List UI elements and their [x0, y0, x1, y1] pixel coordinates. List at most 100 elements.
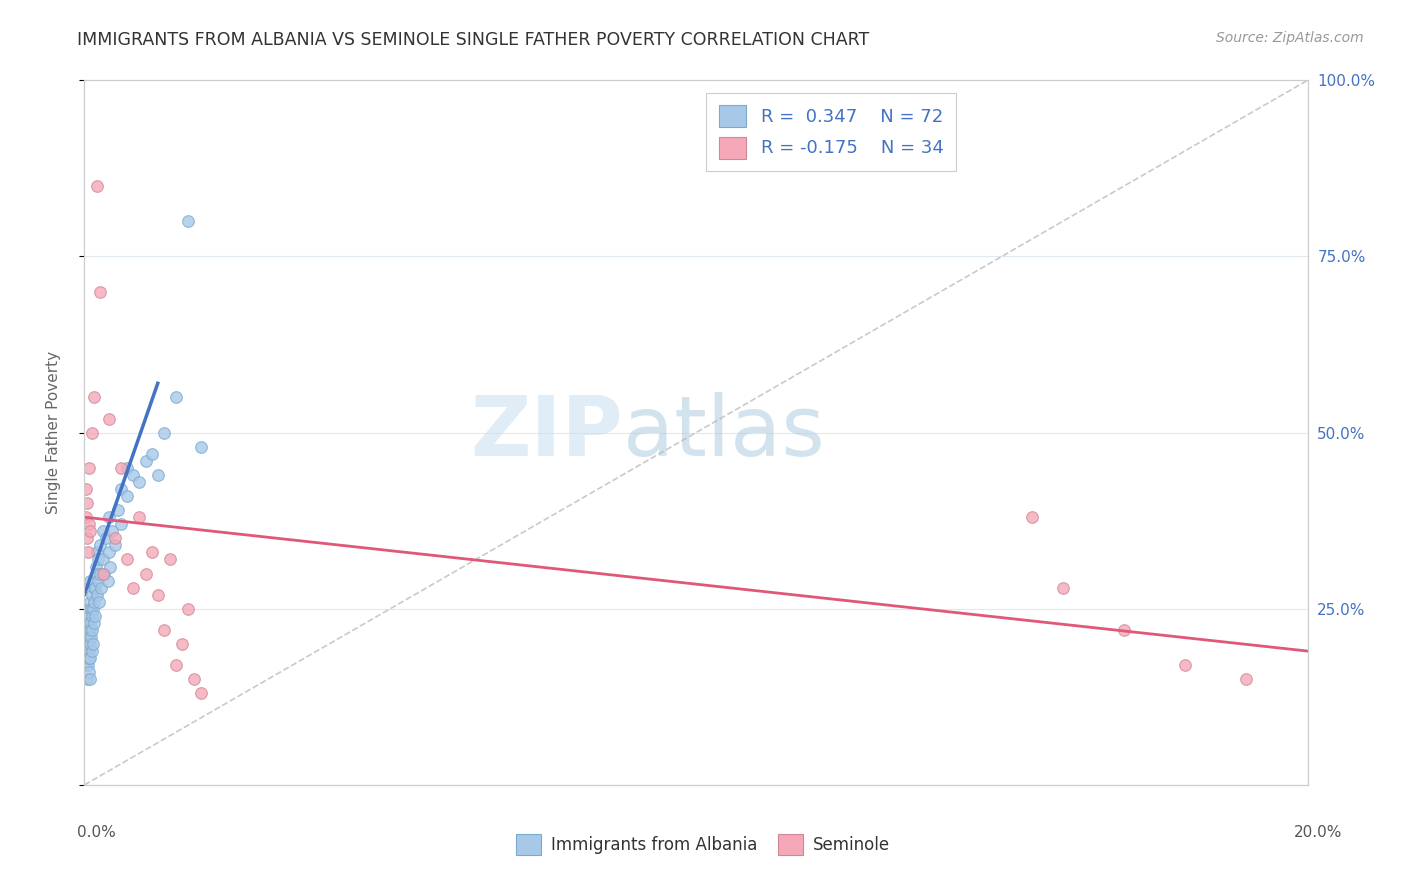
- Point: [79, 615, 101, 630]
- Point: [153, 425, 176, 440]
- Point: [165, 658, 187, 673]
- Point: [1236, 673, 1258, 687]
- Point: [76, 532, 98, 546]
- Point: [104, 532, 127, 546]
- Point: [77, 615, 100, 630]
- Point: [1114, 623, 1136, 637]
- Text: Source: ZipAtlas.com: Source: ZipAtlas.com: [1216, 31, 1364, 45]
- Point: [86, 566, 108, 581]
- Point: [82, 588, 104, 602]
- Point: [159, 552, 181, 566]
- Point: [87, 574, 110, 588]
- Point: [80, 425, 103, 440]
- Point: [79, 673, 101, 687]
- Point: [177, 214, 200, 228]
- Text: IMMIGRANTS FROM ALBANIA VS SEMINOLE SINGLE FATHER POVERTY CORRELATION CHART: IMMIGRANTS FROM ALBANIA VS SEMINOLE SING…: [77, 31, 869, 49]
- Point: [122, 581, 145, 595]
- Point: [93, 566, 115, 581]
- Point: [77, 651, 100, 665]
- Point: [77, 665, 100, 680]
- Point: [79, 595, 101, 609]
- Point: [98, 559, 121, 574]
- Point: [75, 623, 97, 637]
- Point: [87, 595, 110, 609]
- Point: [128, 475, 150, 489]
- Point: [77, 460, 100, 475]
- Point: [91, 552, 114, 566]
- Point: [77, 623, 100, 637]
- Point: [77, 601, 100, 615]
- Point: [165, 391, 187, 405]
- Point: [183, 673, 205, 687]
- Legend: Immigrants from Albania, Seminole: Immigrants from Albania, Seminole: [509, 828, 897, 862]
- Point: [76, 644, 98, 658]
- Point: [141, 447, 163, 461]
- Point: [77, 630, 100, 644]
- Text: 20.0%: 20.0%: [1295, 825, 1343, 840]
- Point: [79, 637, 101, 651]
- Point: [84, 559, 107, 574]
- Point: [1052, 581, 1074, 595]
- Point: [115, 460, 138, 475]
- Point: [83, 608, 105, 623]
- Legend: R =  0.347    N = 72, R = -0.175    N = 34: R = 0.347 N = 72, R = -0.175 N = 34: [706, 93, 956, 171]
- Point: [77, 644, 100, 658]
- Point: [83, 615, 105, 630]
- Point: [79, 524, 101, 539]
- Point: [75, 510, 97, 524]
- Point: [79, 623, 101, 637]
- Point: [91, 524, 114, 539]
- Point: [82, 637, 104, 651]
- Point: [128, 510, 150, 524]
- Point: [97, 411, 120, 425]
- Point: [115, 489, 138, 503]
- Point: [82, 601, 104, 615]
- Point: [79, 651, 101, 665]
- Point: [97, 574, 120, 588]
- Point: [1174, 658, 1197, 673]
- Point: [172, 637, 194, 651]
- Point: [75, 637, 97, 651]
- Point: [82, 623, 104, 637]
- Point: [177, 601, 200, 615]
- Point: [104, 538, 127, 552]
- Point: [97, 545, 120, 559]
- Point: [1021, 510, 1043, 524]
- Point: [80, 601, 103, 615]
- Point: [77, 545, 100, 559]
- Y-axis label: Single Father Poverty: Single Father Poverty: [46, 351, 60, 514]
- Point: [91, 566, 114, 581]
- Point: [135, 566, 157, 581]
- Point: [141, 545, 163, 559]
- Point: [83, 391, 105, 405]
- Point: [87, 552, 110, 566]
- Point: [89, 285, 111, 299]
- Text: ZIP: ZIP: [470, 392, 623, 473]
- Point: [75, 658, 97, 673]
- Point: [75, 482, 97, 496]
- Point: [80, 644, 103, 658]
- Point: [76, 651, 98, 665]
- Point: [115, 552, 138, 566]
- Point: [146, 467, 169, 482]
- Point: [76, 496, 98, 510]
- Point: [135, 454, 157, 468]
- Point: [110, 517, 132, 532]
- Point: [76, 615, 98, 630]
- Point: [77, 517, 100, 532]
- Point: [77, 637, 100, 651]
- Point: [107, 503, 129, 517]
- Point: [83, 595, 105, 609]
- Point: [89, 566, 111, 581]
- Point: [76, 673, 98, 687]
- Point: [77, 658, 100, 673]
- Point: [190, 440, 212, 454]
- Point: [90, 581, 112, 595]
- Point: [110, 482, 132, 496]
- Point: [146, 588, 169, 602]
- Point: [80, 608, 103, 623]
- Point: [76, 630, 98, 644]
- Point: [110, 460, 132, 475]
- Point: [86, 588, 108, 602]
- Text: 0.0%: 0.0%: [77, 825, 117, 840]
